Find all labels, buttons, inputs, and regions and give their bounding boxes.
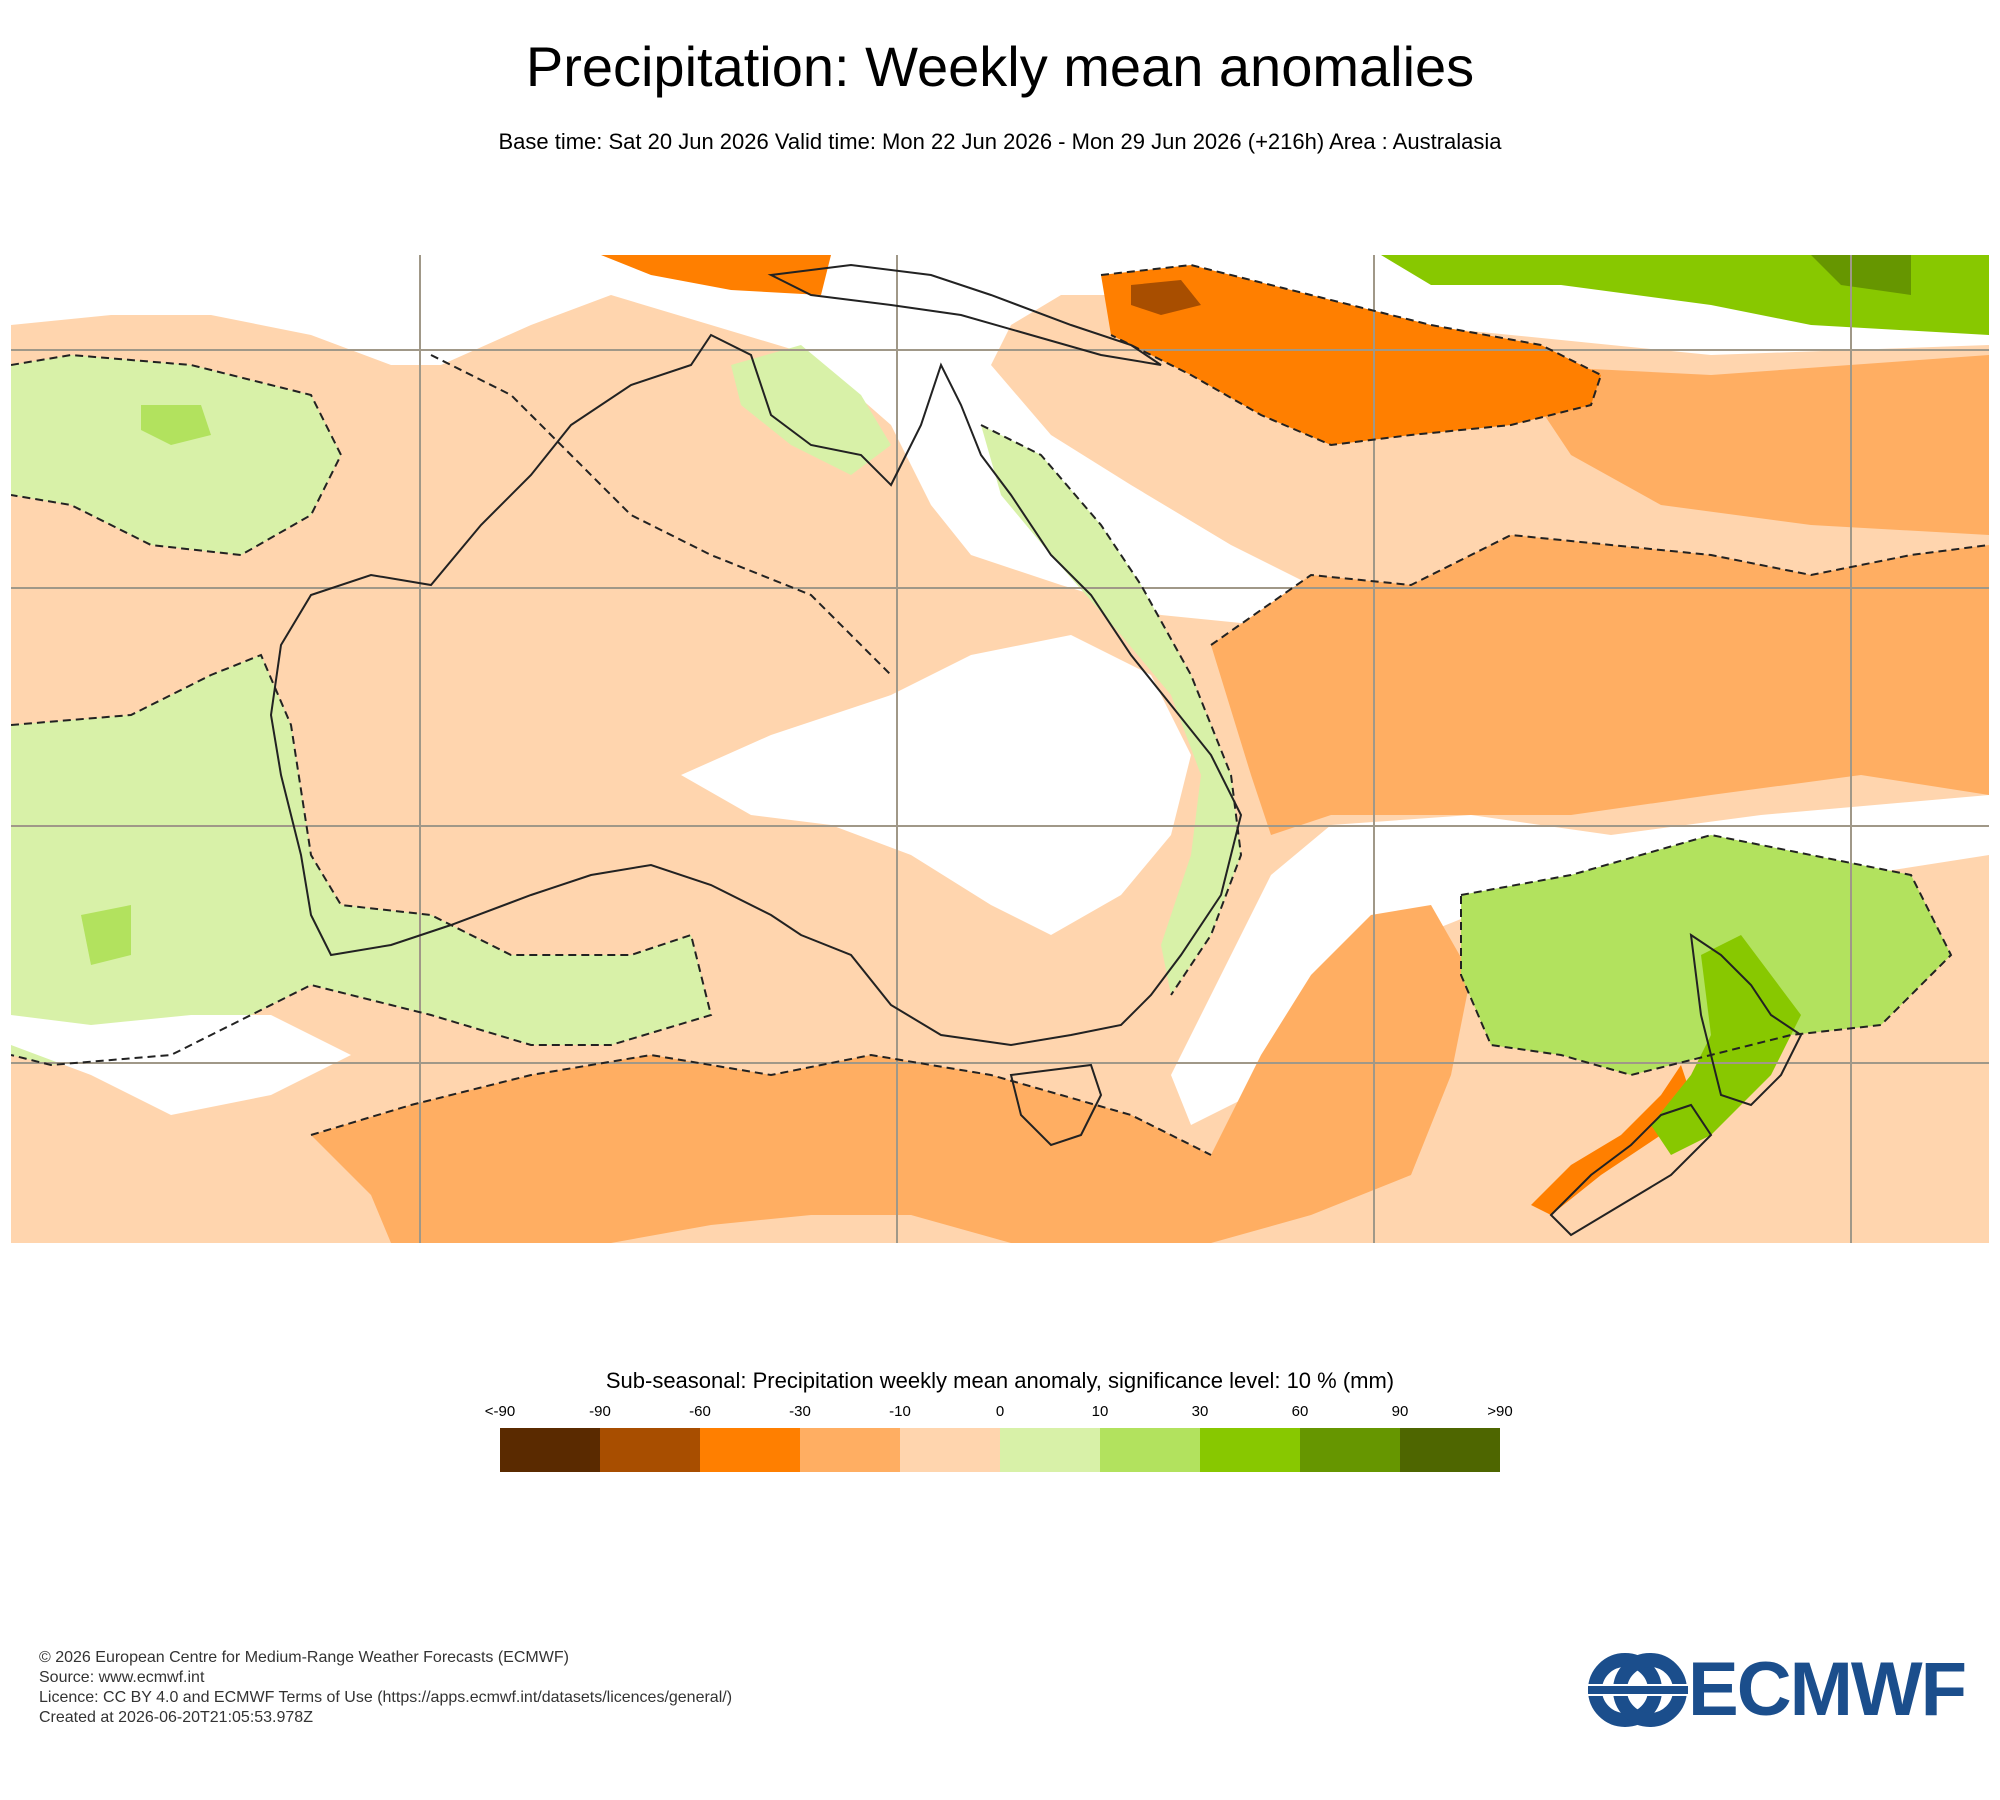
anomaly-region-green-west-inner bbox=[141, 405, 211, 445]
anomaly-region-brown bbox=[1131, 280, 1201, 315]
anomaly-region-orange-pacific-north bbox=[1511, 355, 1989, 535]
ecmwf-logo-icon bbox=[1588, 1653, 1688, 1727]
chart-subtitle: Base time: Sat 20 Jun 2026 Valid time: M… bbox=[498, 129, 1502, 154]
graticule bbox=[11, 255, 1989, 1243]
anomaly-region-green-west bbox=[11, 355, 341, 555]
legend-tick-label: 10 bbox=[1091, 1403, 1109, 1420]
legend-color-swatch bbox=[1100, 1428, 1200, 1472]
legend-tick-label: -10 bbox=[889, 1403, 911, 1420]
no-signal-region-interior bbox=[681, 635, 1191, 935]
legend-tick-label: <-90 bbox=[484, 1403, 516, 1420]
legend-color-swatch bbox=[600, 1428, 700, 1472]
footer: © 2026 European Centre for Medium-Range … bbox=[39, 1648, 732, 1728]
legend-tick-label: 90 bbox=[1391, 1403, 1409, 1420]
anomaly-region-green-north-dark bbox=[1811, 255, 1911, 295]
chart-title: Precipitation: Weekly mean anomalies bbox=[525, 35, 1475, 98]
anomaly-region-orange-strong-top bbox=[601, 255, 831, 295]
legend-color-swatch bbox=[500, 1428, 600, 1472]
footer-created: Created at 2026-06-20T21:05:53.978Z bbox=[39, 1709, 313, 1726]
anomaly-region-orange-strong-north bbox=[1101, 265, 1601, 445]
anomaly-region-green-nz-strong bbox=[1651, 935, 1801, 1155]
significance-contours bbox=[11, 263, 1989, 1156]
anomaly-map bbox=[11, 255, 1989, 1243]
legend-color-swatch bbox=[1300, 1428, 1400, 1472]
no-signal-region-south bbox=[11, 1015, 351, 1115]
anomaly-region-orange-south bbox=[311, 905, 1471, 1243]
anomaly-region-green-sw-inner bbox=[81, 905, 131, 965]
legend-title: Sub-seasonal: Precipitation weekly mean … bbox=[605, 1368, 1395, 1393]
footer-licence: Licence: CC BY 4.0 and ECMWF Terms of Us… bbox=[39, 1689, 733, 1706]
legend-color-swatch bbox=[700, 1428, 800, 1472]
coastline-tasmania bbox=[1009, 1063, 1103, 1147]
legend-tick-label: 60 bbox=[1291, 1403, 1309, 1420]
legend-tick-label: -60 bbox=[689, 1403, 711, 1420]
anomaly-region-orange-coral-sea bbox=[1211, 535, 1989, 835]
footer-source: Source: www.ecmwf.int bbox=[39, 1669, 205, 1686]
legend-tick-label: 30 bbox=[1191, 1403, 1209, 1420]
legend-color-swatch bbox=[800, 1428, 900, 1472]
legend-tick-label: -30 bbox=[789, 1403, 811, 1420]
coastline-new-guinea bbox=[767, 263, 1162, 366]
legend-tick-label: >90 bbox=[1487, 1403, 1513, 1420]
anomaly-region-green-east-coast bbox=[981, 425, 1241, 995]
legend-color-swatch bbox=[1200, 1428, 1300, 1472]
legend-color-swatch bbox=[1400, 1428, 1500, 1472]
anomaly-region-green-cape-york bbox=[731, 345, 891, 475]
legend-color-swatch bbox=[900, 1428, 1000, 1472]
coastline-new-zealand-north bbox=[1689, 932, 1803, 1107]
anomaly-region-orange-strong-nz bbox=[1531, 1065, 1691, 1215]
anomaly-region-green-southwest bbox=[11, 655, 711, 1065]
ecmwf-logo-text: ECMWF bbox=[1688, 1647, 1967, 1732]
coastline-new-zealand-south bbox=[1549, 1103, 1713, 1237]
legend-colorbar bbox=[500, 1428, 1500, 1472]
coastline-australia bbox=[269, 333, 1243, 1047]
legend-tick-label: -90 bbox=[589, 1403, 611, 1420]
footer-copyright: © 2026 European Centre for Medium-Range … bbox=[39, 1649, 569, 1666]
legend-tick-label: 0 bbox=[995, 1403, 1005, 1420]
legend-color-swatch bbox=[1000, 1428, 1100, 1472]
